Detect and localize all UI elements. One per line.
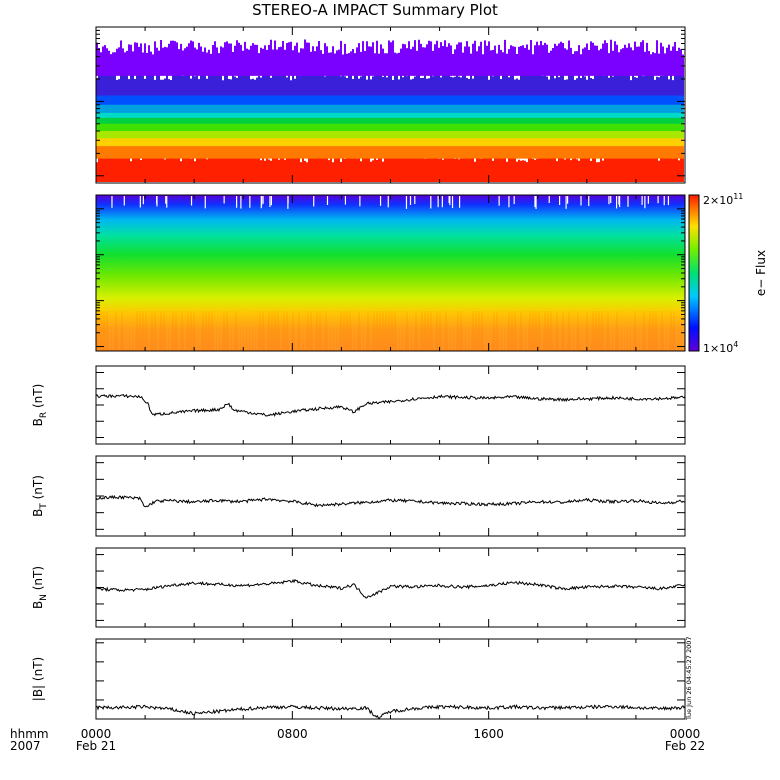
ste-series-trace [96,39,684,76]
time-tick-label: 1600 [473,727,504,741]
bt-panel-frame [95,455,686,537]
time-axis-corner-top: hhmm [10,727,49,741]
time-tick-label: 0800 [277,727,308,741]
ste-panel [95,26,686,184]
ste-y-axis [95,26,686,183]
ste-series-trace [96,147,684,182]
colorbar-label: e− Flux [754,250,768,296]
ste-series-10 [96,147,684,182]
panel-ylabel: BR (nT) [31,384,49,427]
bn-panel: BN (nT) [31,547,686,628]
time-tick-label: 0000 [670,727,701,741]
panel-ylabel: BT (nT) [31,475,49,517]
time-axis-corner-bottom: 2007 [10,739,41,753]
ste-series-trace [96,135,684,159]
colorbar-min-label: 1×104 [703,340,738,355]
br-panel: BR (nT) [31,365,686,445]
time-tick-label: 0000 [81,727,112,741]
plot-title: STEREO-A IMPACT Summary Plot [252,1,498,19]
ste-data-layer [96,39,684,182]
swea-colorbar [688,194,700,352]
bmag-panel-frame [95,638,686,720]
timestamp-stamp: Tue Jun 26 04:45:27 2007 [685,636,693,721]
bt-panel: BT (nT) [31,455,686,537]
br-panel-trace [95,393,686,418]
ste-series-trace [96,68,684,96]
br-panel-frame [95,365,686,445]
swea-gap-marks [97,196,684,350]
bn-panel-trace [95,578,686,599]
bt-panel-trace [95,494,686,508]
date-tick-label: Feb 21 [76,739,116,753]
date-tick-label: Feb 22 [665,739,705,753]
swea-spectrogram [96,195,685,351]
panel-ylabel: |B| (nT) [31,657,45,701]
swea-y-axis [95,194,686,351]
colorbar-max-label: 2×1011 [703,192,743,207]
swea-panel: 2×1011 1×104 e− Flux [95,192,768,355]
ste-series-0 [96,39,684,76]
bmag-panel-trace [95,703,686,720]
ste-series-9 [96,135,684,159]
ste-series-1 [96,68,684,96]
panel-ylabel: BN (nT) [31,566,49,609]
bmag-panel: |B| (nT) [31,638,686,720]
